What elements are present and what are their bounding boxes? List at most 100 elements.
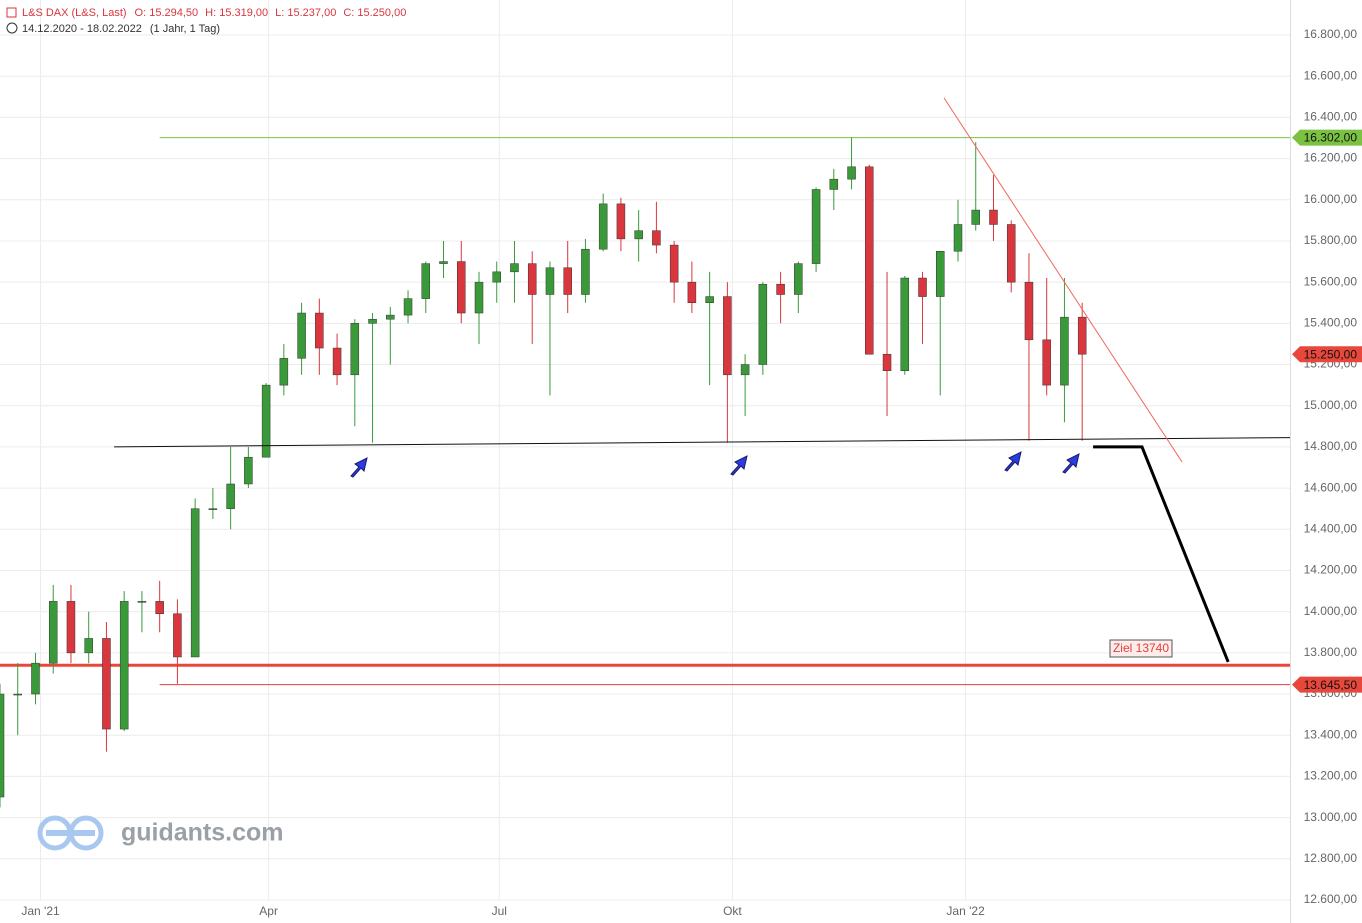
candle-body (279, 358, 289, 386)
y-tick-label: 16.600,00 (1304, 68, 1358, 82)
candle-body (368, 318, 377, 324)
candle-body (776, 283, 785, 295)
logo (37, 815, 104, 851)
y-tick-label: 12.600,00 (1304, 892, 1358, 906)
arrow (1062, 453, 1080, 474)
candle-body (208, 508, 218, 510)
candle-body (13, 693, 22, 696)
candle-body (1006, 224, 1016, 283)
ohlc-label: L: 15.237,00 (275, 7, 336, 19)
candle-body (226, 483, 235, 509)
price-label: 13.645,50 (1304, 678, 1358, 692)
y-tick-label: 15.600,00 (1304, 274, 1358, 288)
period: 14.12.2020 - 18.02.2022 (22, 23, 142, 35)
y-tick-label: 14.200,00 (1304, 563, 1358, 577)
plot (0, 97, 1291, 808)
x-tick-label: Jan '22 (946, 904, 985, 918)
candle-body (687, 281, 697, 303)
candle-body (581, 248, 590, 295)
candle-body (794, 263, 803, 295)
price-marker (1292, 676, 1362, 693)
candle-body (829, 178, 839, 190)
candle-body (155, 601, 164, 614)
y-tick-label: 16.200,00 (1304, 151, 1358, 165)
candle-body (48, 601, 58, 664)
y-tick-label: 16.400,00 (1304, 110, 1358, 124)
candle-body (332, 347, 342, 376)
candle-body (634, 230, 643, 240)
arrow (730, 455, 748, 476)
candle-body (882, 353, 892, 371)
price-label: 16.302,00 (1304, 131, 1358, 145)
candle-body (386, 314, 395, 320)
candle-body (421, 263, 431, 299)
x-tick-label: Jul (492, 904, 507, 918)
y-tick-label: 16.800,00 (1304, 27, 1358, 41)
candle-body (723, 296, 732, 376)
y-tick-label: 14.600,00 (1304, 480, 1358, 494)
candle-body (900, 277, 910, 371)
candle-body (758, 283, 768, 365)
arrow (1004, 451, 1022, 472)
candle-body (315, 312, 324, 349)
candle-body (598, 203, 608, 250)
candle-body (190, 508, 200, 658)
candle-body (811, 189, 821, 264)
candle-body (865, 166, 874, 355)
ohlc-label: H: 15.319,00 (205, 7, 268, 19)
y-tick-label: 13.200,00 (1304, 769, 1358, 783)
price-label: 15.250,00 (1304, 347, 1358, 361)
candle-body (563, 267, 572, 295)
y-tick-label: 15.400,00 (1304, 316, 1358, 330)
candle-body (439, 261, 448, 264)
candle-body (510, 263, 519, 273)
candle-body (0, 693, 5, 798)
trend-line (943, 97, 1183, 463)
watermark: guidants.com (121, 819, 284, 847)
annotation: Ziel 13740 (1113, 641, 1169, 655)
y-tick-label: 14.400,00 (1304, 521, 1358, 535)
arrows (350, 451, 1080, 478)
candle-body (705, 296, 714, 303)
candle-body (297, 312, 306, 359)
candle-body (1042, 339, 1051, 386)
candle-body (457, 261, 466, 314)
y-tick-label: 12.800,00 (1304, 851, 1358, 865)
x-tick-label: Jan '21 (21, 904, 60, 918)
candle-body (31, 662, 40, 695)
instrument: L&S DAX (L&S, Last) (22, 7, 127, 19)
ohlc-label: O: 15.294,50 (135, 7, 199, 19)
candle-body (84, 638, 93, 654)
x-tick-label: Apr (259, 904, 278, 918)
candle-body (350, 323, 360, 376)
clock-icon (6, 22, 18, 34)
y-tick-label: 14.800,00 (1304, 439, 1358, 453)
trend-line (114, 437, 1291, 448)
candle-body (119, 601, 129, 730)
ohlc-label: C: 15.250,00 (343, 7, 406, 19)
candle-body (1024, 281, 1034, 341)
candle-body (989, 209, 998, 225)
candle-body (740, 364, 750, 376)
candle-body (616, 203, 626, 240)
interval: (1 Jahr, 1 Tag) (150, 23, 220, 35)
header: L&S DAX (L&S, Last) 14.12.2020 - 18.02.2… (6, 7, 406, 35)
candle-body (971, 209, 980, 225)
candle-body (492, 271, 501, 283)
x-tick-label: Okt (723, 904, 742, 918)
candle-body (66, 601, 76, 654)
annotation-box (1109, 639, 1173, 658)
candle-body (936, 251, 945, 297)
candle-body (244, 456, 253, 485)
y-tick-label: 15.800,00 (1304, 233, 1358, 247)
candle-body (652, 230, 661, 246)
logo-bar (46, 830, 95, 836)
candle-body (669, 244, 679, 283)
candle-body (261, 384, 271, 458)
trend-line (1093, 445, 1230, 663)
y-tick-label: 16.000,00 (1304, 192, 1358, 206)
candle-body (847, 166, 856, 180)
arrow (350, 457, 368, 478)
icon (6, 7, 17, 18)
